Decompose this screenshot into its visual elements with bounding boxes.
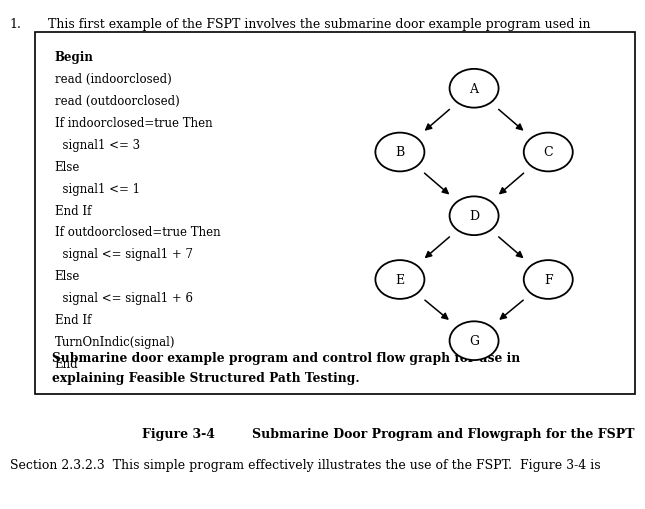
Text: G: G — [469, 334, 479, 348]
Text: A: A — [470, 82, 479, 96]
Text: D: D — [469, 210, 479, 223]
Text: E: E — [395, 273, 404, 287]
Text: signal <= signal1 + 7: signal <= signal1 + 7 — [55, 248, 193, 261]
Text: explaining Feasible Structured Path Testing.: explaining Feasible Structured Path Test… — [52, 372, 359, 384]
Text: C: C — [544, 146, 553, 159]
Text: signal1 <= 3: signal1 <= 3 — [55, 138, 140, 151]
Text: 1.: 1. — [10, 18, 21, 31]
Text: Section 2.3.2.3  This simple program effectively illustrates the use of the FSPT: Section 2.3.2.3 This simple program effe… — [10, 458, 600, 471]
Text: read (outdoorclosed): read (outdoorclosed) — [55, 95, 179, 107]
Text: Figure 3-4: Figure 3-4 — [142, 428, 215, 440]
FancyBboxPatch shape — [35, 33, 635, 394]
Text: Else: Else — [55, 270, 80, 282]
Text: End If: End If — [55, 314, 91, 326]
Text: TurnOnIndic(signal): TurnOnIndic(signal) — [55, 335, 175, 348]
Text: Submarine Door Program and Flowgraph for the FSPT: Submarine Door Program and Flowgraph for… — [252, 428, 634, 440]
Circle shape — [524, 133, 573, 172]
Text: signal1 <= 1: signal1 <= 1 — [55, 182, 140, 195]
Text: End If: End If — [55, 204, 91, 217]
Text: Else: Else — [55, 160, 80, 173]
Circle shape — [524, 261, 573, 299]
Text: read (indoorclosed): read (indoorclosed) — [55, 73, 172, 86]
Circle shape — [450, 322, 499, 360]
Circle shape — [375, 133, 424, 172]
Text: This first example of the FSPT involves the submarine door example program used : This first example of the FSPT involves … — [48, 18, 591, 31]
Text: F: F — [544, 273, 553, 287]
Text: Submarine door example program and control flow graph for use in: Submarine door example program and contr… — [52, 351, 520, 364]
Text: If outdoorclosed=true Then: If outdoorclosed=true Then — [55, 226, 221, 239]
Circle shape — [375, 261, 424, 299]
Text: Begin: Begin — [55, 51, 94, 64]
Text: If indoorclosed=true Then: If indoorclosed=true Then — [55, 117, 212, 129]
Circle shape — [450, 70, 499, 108]
Text: B: B — [395, 146, 404, 159]
Text: signal <= signal1 + 6: signal <= signal1 + 6 — [55, 292, 193, 304]
Circle shape — [450, 197, 499, 236]
Text: End: End — [55, 357, 79, 370]
